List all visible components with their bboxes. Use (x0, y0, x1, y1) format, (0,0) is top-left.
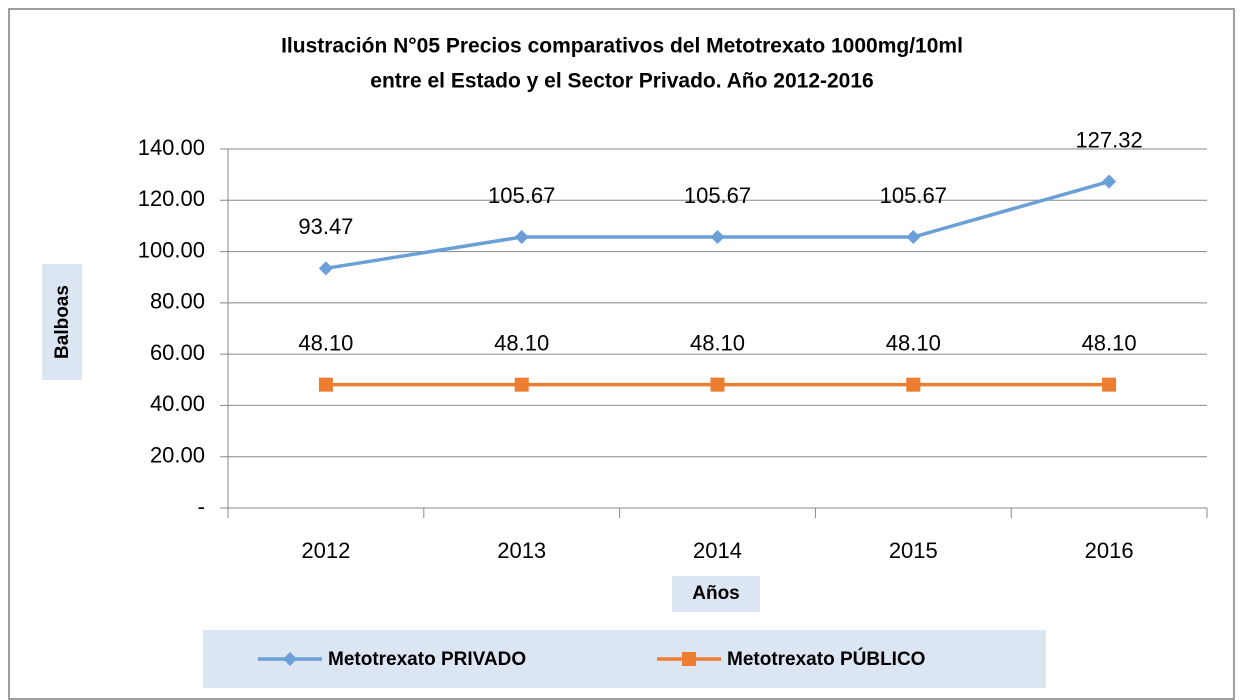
point (514, 377, 529, 392)
point (710, 230, 725, 245)
data-label: 127.32 (1075, 127, 1142, 152)
legend-label: Metotrexato PRIVADO (328, 649, 526, 670)
legend-bg (203, 630, 1046, 688)
data-label: 48.10 (690, 330, 745, 355)
y-tick-label: 20.00 (150, 443, 205, 468)
y-axis-title-bg (42, 264, 82, 380)
point (1102, 377, 1117, 392)
y-axis-title: Balboas (52, 285, 73, 359)
y-tick-label: 60.00 (150, 340, 205, 365)
y-tick-label: 40.00 (150, 391, 205, 416)
x-tick-label: 2014 (693, 538, 742, 563)
x-tick-label: 2012 (301, 538, 350, 563)
y-tick-label: 80.00 (150, 289, 205, 314)
legend-marker (283, 652, 297, 666)
x-tick-label: 2015 (889, 538, 938, 563)
y-tick-label: 100.00 (138, 237, 205, 262)
data-label: 48.10 (494, 330, 549, 355)
y-tick-label: 140.00 (138, 135, 205, 160)
point (906, 230, 921, 245)
x-axis-title-bg (672, 576, 760, 612)
data-label: 93.47 (298, 214, 353, 239)
point (1102, 174, 1117, 189)
legend-label: Metotrexato PÚBLICO (727, 648, 925, 670)
point (318, 377, 333, 392)
point (906, 377, 921, 392)
y-tick-label: - (198, 494, 205, 519)
x-axis-title: Años (692, 583, 740, 604)
legend-marker (682, 652, 696, 666)
data-label: 48.10 (1082, 330, 1137, 355)
y-tick-label: 120.00 (138, 186, 205, 211)
x-tick-label: 2013 (497, 538, 546, 563)
data-label: 105.67 (684, 183, 751, 208)
data-label: 48.10 (886, 330, 941, 355)
point (710, 377, 725, 392)
data-label: 48.10 (298, 330, 353, 355)
chart-title: entre el Estado y el Sector Privado. Año… (370, 70, 873, 93)
x-tick-label: 2016 (1085, 538, 1134, 563)
data-label: 105.67 (488, 183, 555, 208)
data-label: 105.67 (880, 183, 947, 208)
point (514, 230, 529, 245)
chart-title: Ilustración N°05 Precios comparativos de… (281, 35, 963, 58)
point (318, 261, 333, 276)
